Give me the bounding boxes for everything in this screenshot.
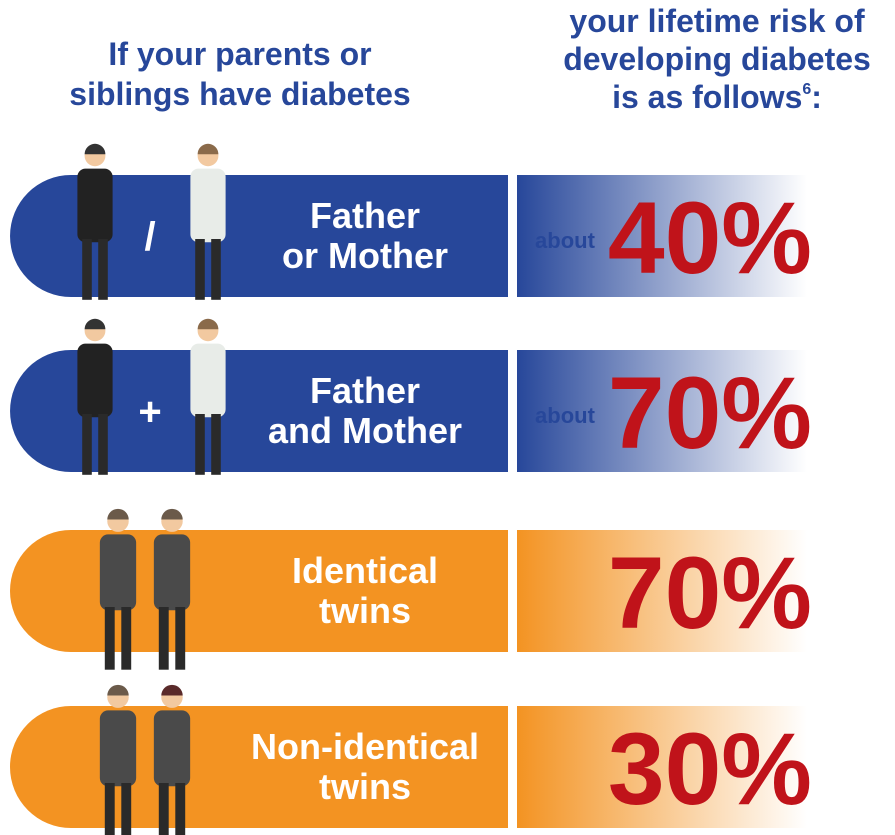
row-label: Non-identical [251,726,479,767]
person-hair [84,143,106,155]
header-right-last: is as follows [612,79,802,115]
person-leg [211,414,221,475]
person-hair [161,508,183,520]
header-right-line: your lifetime risk of [569,3,865,39]
row-gradient [517,175,807,297]
risk: 70% [608,356,812,470]
row-label: and Mother [268,410,462,451]
person-leg [175,607,186,670]
row-label: Father [310,370,420,411]
footnote: 6 [802,81,811,98]
person-leg [211,239,221,300]
qualifier: about [535,228,596,253]
header-right-line: developing diabetes [563,41,871,77]
person-figure [99,684,137,835]
person-leg [82,239,92,300]
row-pill [10,706,508,828]
person-leg [175,783,186,835]
person-hair [197,143,219,155]
person-figure [77,143,113,300]
connector: + [138,390,161,434]
person-leg [98,239,108,300]
person-leg [82,414,92,475]
person-body [190,343,226,418]
person-leg [195,414,205,475]
person-hair [84,318,106,330]
person-body [77,343,113,418]
row-pill [10,175,508,297]
qualifier: about [535,403,596,428]
risk: 30% [608,712,812,826]
row-label: Father [310,195,420,236]
header-left-line: If your parents or [108,36,371,72]
person-figure [153,508,191,670]
person-leg [195,239,205,300]
person-leg [121,783,132,835]
header-right-line: is as follows6: [612,79,822,115]
person-leg [104,783,115,835]
person-leg [158,783,169,835]
header: If your parents or siblings have diabete… [69,3,871,115]
punctuation: : [811,79,822,115]
person-body [190,168,226,243]
person-body [99,534,137,611]
person-leg [158,607,169,670]
person-leg [121,607,132,670]
person-body [99,710,137,787]
row-label: Identical [292,550,438,591]
person-hair [107,684,129,696]
person-body [153,710,191,787]
row-pill [10,350,509,472]
risk: 40% [608,181,812,295]
person-body [77,168,113,243]
person-hair [197,318,219,330]
person-leg [98,414,108,475]
person-figure [190,318,226,475]
person-hair [107,508,129,520]
person-figure [190,143,226,300]
person-figure [153,684,191,835]
row-pill [10,530,508,652]
person-hair [161,684,183,696]
header-left-line: siblings have diabetes [69,76,410,112]
risk: 70% [608,536,812,650]
row-label: or Mother [282,235,448,276]
person-figure [99,508,137,670]
row-gradient [517,530,807,652]
row-gradient [517,706,807,828]
row-label: twins [319,766,411,807]
person-body [153,534,191,611]
row-label: twins [319,590,411,631]
row-gradient [517,350,807,472]
connector: / [144,215,155,259]
person-leg [104,607,115,670]
person-figure [77,318,113,475]
